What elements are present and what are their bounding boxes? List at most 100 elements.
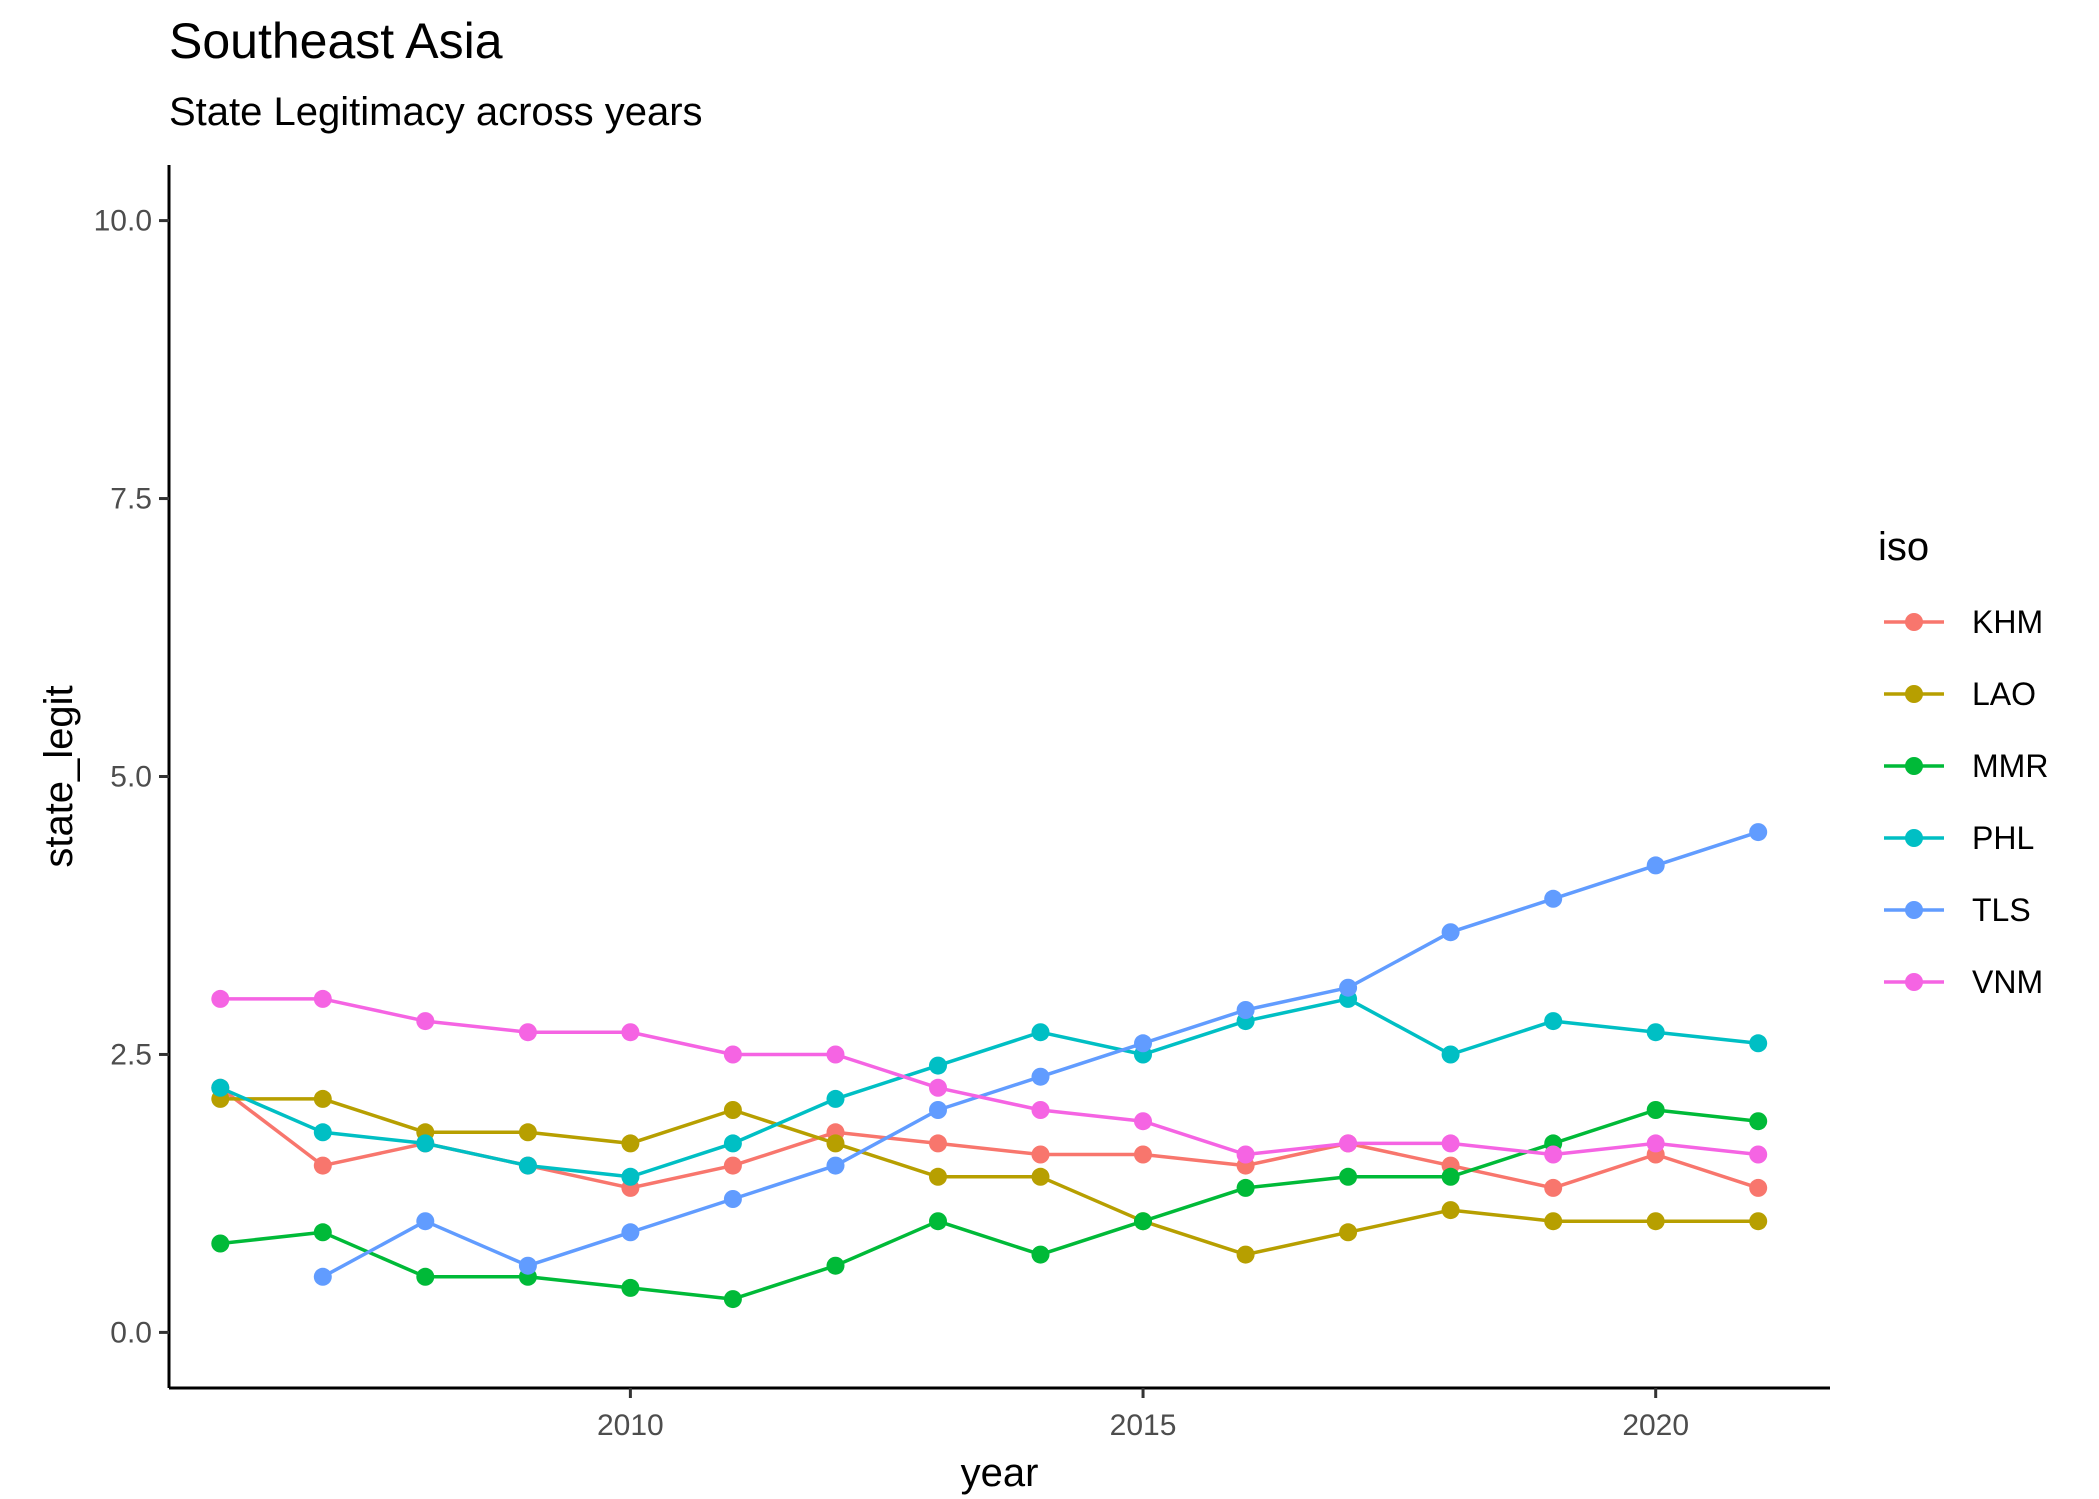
y-axis-ticks: 0.0 2.5 5.0 7.5 10.0 xyxy=(94,205,169,1349)
data-point-phl xyxy=(1544,1012,1563,1031)
data-point-phl xyxy=(1031,1023,1050,1042)
data-point-tls xyxy=(826,1156,845,1175)
series-phl xyxy=(211,989,1768,1186)
y-tick-label: 10.0 xyxy=(94,205,152,238)
data-point-mmr xyxy=(416,1267,435,1286)
data-point-vnm xyxy=(518,1023,537,1042)
legend-item-tls: TLS xyxy=(1884,892,2031,928)
data-point-khm xyxy=(1134,1145,1152,1164)
data-point-tls xyxy=(1134,1034,1152,1053)
data-point-phl xyxy=(1646,1023,1665,1042)
data-point-khm xyxy=(723,1156,742,1175)
data-point-khm xyxy=(1749,1178,1768,1197)
legend-item-lao: LAO xyxy=(1884,676,2036,712)
legend-label: KHM xyxy=(1972,604,2043,640)
data-point-mmr xyxy=(723,1290,742,1309)
x-tick-label: 2015 xyxy=(1110,1409,1177,1442)
series-line-tls xyxy=(321,830,1759,1279)
x-axis-ticks: 2010 2015 2020 xyxy=(597,1388,1689,1442)
data-point-tls xyxy=(1749,823,1768,842)
data-point-phl xyxy=(723,1134,742,1153)
data-point-mmr xyxy=(1339,1167,1358,1186)
x-axis-title: year xyxy=(961,1451,1039,1495)
legend-key-point xyxy=(1905,757,1923,775)
data-point-lao xyxy=(1236,1245,1255,1264)
data-point-tls xyxy=(313,1267,332,1286)
data-point-lao xyxy=(621,1134,640,1153)
data-point-phl xyxy=(518,1156,537,1175)
legend-item-khm: KHM xyxy=(1884,604,2043,640)
chart-title: Southeast Asia xyxy=(169,13,503,69)
data-point-mmr xyxy=(621,1278,640,1297)
data-point-tls xyxy=(1236,1001,1255,1019)
data-point-vnm xyxy=(1646,1134,1665,1153)
data-point-phl xyxy=(826,1089,845,1108)
series-line-mmr xyxy=(220,1108,1759,1301)
series-vnm xyxy=(211,989,1768,1164)
data-point-tls xyxy=(621,1223,640,1242)
data-point-lao xyxy=(518,1123,537,1142)
data-point-phl xyxy=(1441,1045,1460,1064)
data-point-tls xyxy=(518,1256,537,1275)
chart-subtitle: State Legitimacy across years xyxy=(169,90,703,134)
data-point-vnm xyxy=(313,989,332,1008)
data-point-tls xyxy=(1339,978,1358,997)
legend-label: MMR xyxy=(1972,748,2048,784)
data-point-phl xyxy=(211,1078,230,1097)
data-point-tls xyxy=(1646,856,1665,875)
legend-label: TLS xyxy=(1972,892,2031,928)
legend-label: VNM xyxy=(1972,964,2043,1000)
data-point-mmr xyxy=(1236,1178,1255,1197)
x-tick-label: 2010 xyxy=(597,1409,664,1442)
legend-key-point xyxy=(1905,829,1923,847)
series-line-phl xyxy=(219,997,1759,1179)
data-point-tls xyxy=(416,1212,435,1231)
legend-label: PHL xyxy=(1972,820,2034,856)
data-point-tls xyxy=(929,1101,947,1119)
legend-item-phl: PHL xyxy=(1884,820,2034,856)
data-point-vnm xyxy=(211,989,230,1008)
data-point-vnm xyxy=(1339,1134,1358,1153)
data-point-khm xyxy=(313,1156,332,1175)
data-point-vnm xyxy=(1544,1145,1563,1164)
series-tls xyxy=(313,823,1768,1286)
series-line-lao xyxy=(220,1097,1759,1257)
series-khm xyxy=(211,1078,1768,1197)
series-layer xyxy=(211,823,1768,1309)
legend-title: iso xyxy=(1878,525,1929,569)
legend: iso KHM LAO MMR PHL TLS VNM xyxy=(1878,525,2048,1000)
legend-item-vnm: VNM xyxy=(1884,964,2043,1000)
data-point-phl xyxy=(416,1134,435,1153)
data-point-vnm xyxy=(1236,1145,1255,1164)
data-point-mmr xyxy=(313,1223,332,1242)
legend-key-point xyxy=(1905,901,1923,919)
data-point-tls xyxy=(1031,1067,1050,1086)
data-point-mmr xyxy=(1646,1101,1665,1119)
data-point-vnm xyxy=(826,1045,845,1064)
y-axis-title: state_legit xyxy=(37,685,81,867)
data-point-lao xyxy=(313,1089,332,1108)
data-point-mmr xyxy=(929,1212,947,1231)
legend-key-point xyxy=(1905,973,1923,991)
data-point-vnm xyxy=(723,1045,742,1064)
data-point-mmr xyxy=(1441,1167,1460,1186)
data-point-mmr xyxy=(826,1256,845,1275)
legend-key-point xyxy=(1905,685,1923,703)
data-point-tls xyxy=(1544,889,1563,908)
data-point-vnm xyxy=(621,1023,640,1042)
data-point-lao xyxy=(1441,1201,1460,1220)
series-line-khm xyxy=(219,1086,1759,1190)
data-point-vnm xyxy=(929,1078,947,1097)
y-tick-label: 0.0 xyxy=(110,1316,152,1349)
data-point-mmr xyxy=(1134,1212,1152,1231)
y-tick-label: 7.5 xyxy=(110,483,152,516)
data-point-mmr xyxy=(1749,1112,1768,1131)
legend-label: LAO xyxy=(1972,676,2036,712)
data-point-phl xyxy=(929,1056,947,1075)
data-point-khm xyxy=(1031,1145,1050,1164)
y-tick-label: 5.0 xyxy=(110,761,152,794)
legend-key-point xyxy=(1905,613,1923,631)
data-point-phl xyxy=(621,1167,640,1186)
data-point-lao xyxy=(929,1167,947,1186)
